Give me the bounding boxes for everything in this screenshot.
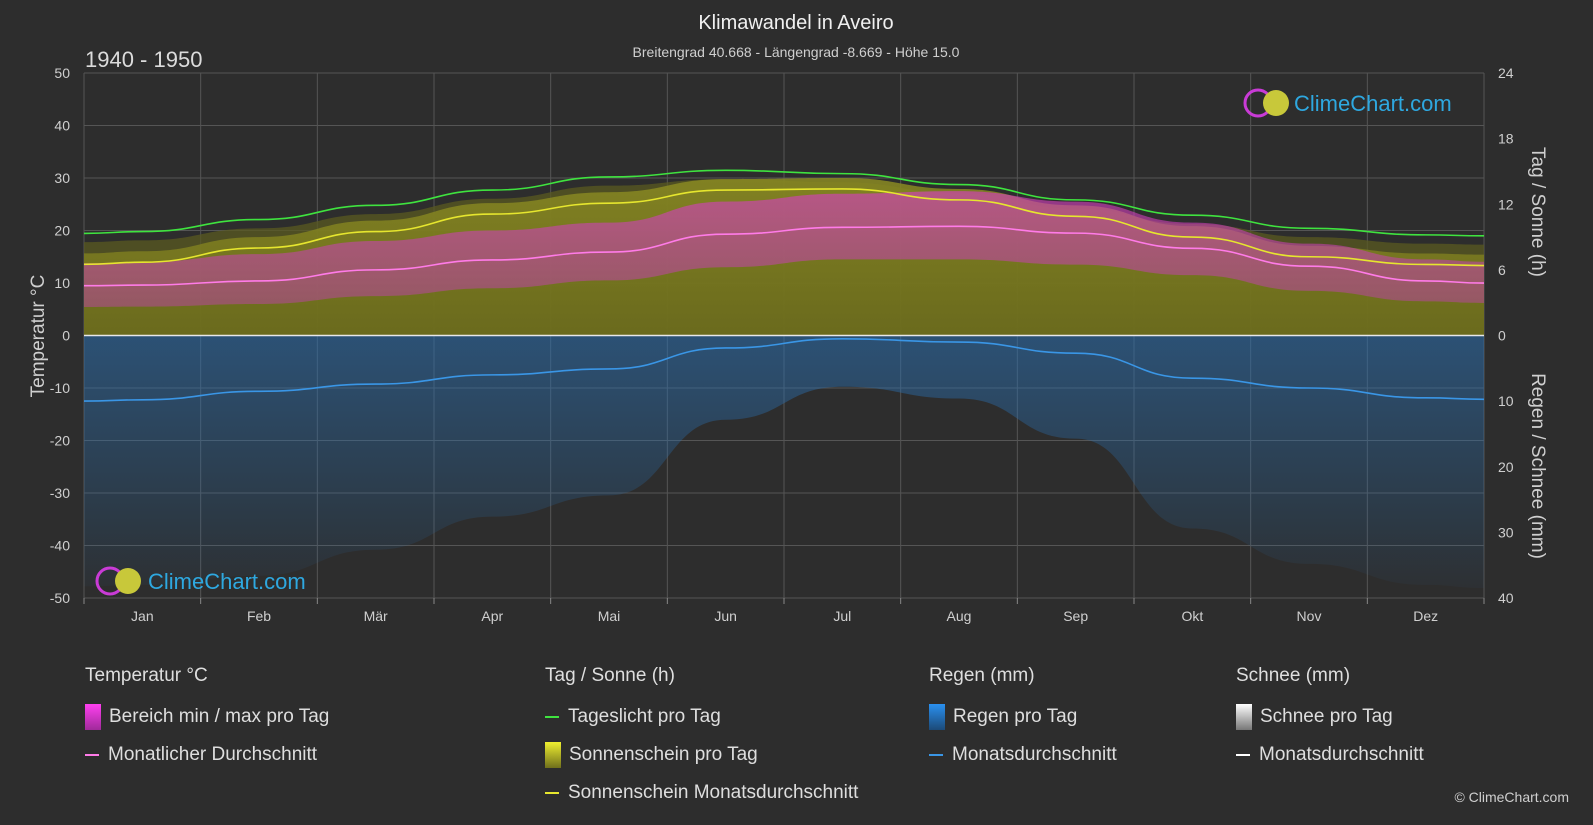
month-label: Okt: [1181, 608, 1203, 624]
climate-chart: Klimawandel in Aveiro Breitengrad 40.668…: [28, 12, 1548, 624]
snow-avg-swatch: [1236, 754, 1250, 756]
legend-item-rain-avg: Monatsdurchschnitt: [929, 736, 1117, 774]
legend-label: Sonnenschein pro Tag: [569, 744, 758, 765]
right-tick-label-mm: 40: [1498, 590, 1514, 606]
data-lines: [83, 169, 1485, 402]
logo-top: ClimeChart.com: [1243, 88, 1452, 118]
legend-title-snow: Schnee (mm): [1236, 665, 1351, 686]
left-tick-label: 10: [54, 275, 70, 291]
legend-label: Schnee pro Tag: [1260, 706, 1393, 727]
legend-label: Tageslicht pro Tag: [568, 706, 721, 727]
right-axis-title-bottom: Regen / Schnee (mm): [1527, 373, 1548, 559]
right-tick-label-mm: 30: [1498, 524, 1514, 540]
month-label: Aug: [947, 608, 972, 624]
left-tick-label: -10: [50, 380, 70, 396]
legend-item-daylight: Tageslicht pro Tag: [545, 698, 858, 736]
left-tick-label: -40: [50, 538, 70, 554]
legend-title-rain: Regen (mm): [929, 665, 1035, 686]
logo-bottom: ClimeChart.com: [95, 566, 306, 596]
right-tick-label-mm: 10: [1498, 393, 1514, 409]
legend-label: Sonnenschein Monatsdurchschnitt: [568, 782, 859, 803]
logo-sun-icon: [1263, 90, 1289, 116]
left-tick-label: 0: [62, 328, 70, 344]
daylight-line: [83, 169, 1485, 237]
temp-avg-swatch: [85, 754, 99, 756]
right-tick-label-hours: 0: [1498, 328, 1506, 344]
month-label: Apr: [481, 608, 503, 624]
logo-sun-icon: [115, 568, 141, 594]
left-axis-title: Temperatur °C: [28, 275, 49, 398]
month-label: Nov: [1297, 608, 1322, 624]
month-label: Sep: [1063, 608, 1088, 624]
legend-group-temperature: Temperatur °C Bereich min / max pro Tag …: [85, 662, 329, 774]
left-tick-label: -30: [50, 485, 70, 501]
month-label: Mär: [364, 608, 388, 624]
legend-group-snow: Schnee (mm) Schnee pro Tag Monatsdurchsc…: [1236, 662, 1424, 774]
daylight-swatch: [545, 716, 559, 718]
legend-item-sunshine: Sonnenschein pro Tag: [545, 736, 858, 774]
right-tick-label-hours: 6: [1498, 262, 1506, 278]
legend-label: Monatsdurchschnitt: [1259, 744, 1424, 765]
legend-label: Monatsdurchschnitt: [952, 744, 1117, 765]
chart-subtitle: Breitengrad 40.668 - Längengrad -8.669 -…: [633, 44, 960, 60]
month-label: Jan: [131, 608, 154, 624]
temp-avg-line: [83, 225, 1485, 287]
month-label: Jul: [833, 608, 851, 624]
left-tick-label: -20: [50, 433, 70, 449]
legend: Temperatur °C Bereich min / max pro Tag …: [0, 662, 1593, 812]
month-label: Feb: [247, 608, 271, 624]
sunshine-avg-line: [83, 188, 1485, 267]
sunshine-swatch: [545, 742, 561, 768]
copyright: © ClimeChart.com: [1454, 789, 1569, 805]
legend-item-sunshine-avg: Sonnenschein Monatsdurchschnitt: [545, 774, 858, 812]
left-tick-label: 30: [54, 170, 70, 186]
month-label: Dez: [1413, 608, 1438, 624]
logo-text-top: ClimeChart.com: [1294, 91, 1452, 116]
legend-label: Regen pro Tag: [953, 706, 1078, 727]
legend-title-temperature: Temperatur °C: [85, 665, 208, 686]
right-axis-title-top: Tag / Sonne (h): [1527, 147, 1548, 277]
legend-item-temp-range: Bereich min / max pro Tag: [85, 698, 329, 736]
month-label: Mai: [598, 608, 621, 624]
left-tick-label: 50: [54, 65, 70, 81]
left-tick-label: -50: [50, 590, 70, 606]
right-tick-label-hours: 12: [1498, 196, 1514, 212]
left-tick-label: 40: [54, 118, 70, 134]
legend-item-snow: Schnee pro Tag: [1236, 698, 1424, 736]
right-tick-label-hours: 24: [1498, 65, 1514, 81]
legend-group-sun: Tag / Sonne (h) Tageslicht pro Tag Sonne…: [545, 662, 858, 812]
data-areas: [84, 178, 1484, 589]
right-tick-label-mm: 20: [1498, 459, 1514, 475]
sunshine-avg-swatch: [545, 792, 559, 794]
right-tick-label-hours: 18: [1498, 131, 1514, 147]
legend-label: Monatlicher Durchschnitt: [108, 744, 318, 765]
legend-title-sun: Tag / Sonne (h): [545, 665, 675, 686]
rain-swatch: [929, 704, 945, 730]
chart-title: Klimawandel in Aveiro: [698, 12, 893, 34]
period-label: 1940 - 1950: [85, 47, 202, 72]
month-label: Jun: [714, 608, 737, 624]
rain-area: [84, 335, 1484, 589]
snow-swatch: [1236, 704, 1252, 730]
rain-avg-swatch: [929, 754, 943, 756]
legend-group-rain: Regen (mm) Regen pro Tag Monatsdurchschn…: [929, 662, 1117, 774]
temp-range-swatch: [85, 704, 101, 730]
legend-label: Bereich min / max pro Tag: [109, 706, 330, 727]
legend-item-temp-avg: Monatlicher Durchschnitt: [85, 736, 329, 774]
temp-range-area: [84, 191, 1484, 308]
legend-item-snow-avg: Monatsdurchschnitt: [1236, 736, 1424, 774]
logo-text-bottom: ClimeChart.com: [148, 569, 306, 594]
legend-item-rain: Regen pro Tag: [929, 698, 1117, 736]
axis-ticks: 50 40 30 20 10 0 -10 -20 -30 -40 -50 24 18 12 6 0 10 20 30…: [50, 65, 1514, 624]
rain-avg-line: [83, 337, 1485, 402]
left-tick-label: 20: [54, 223, 70, 239]
